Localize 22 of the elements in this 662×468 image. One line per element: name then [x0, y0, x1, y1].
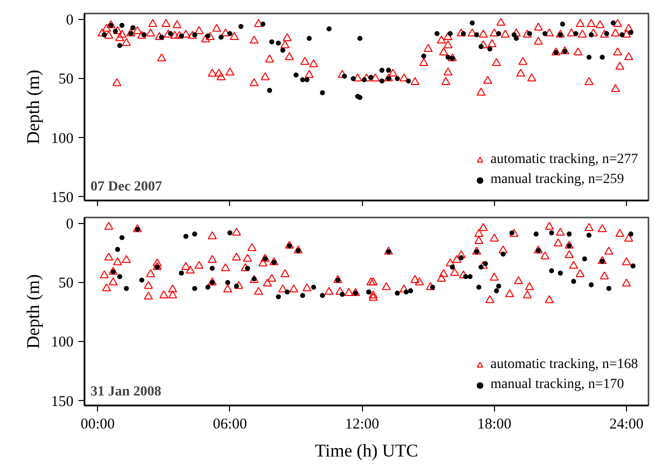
- y-tick-label: 100: [51, 130, 74, 147]
- legend-label: automatic tracking, n=277: [490, 152, 638, 168]
- x-tick-label: 00:00: [80, 416, 115, 432]
- y-tick-label: 50: [58, 72, 74, 88]
- y-tick-label: 100: [51, 334, 74, 351]
- x-axis-title: Time (h) UTC: [314, 440, 418, 460]
- legend-label: manual tracking, n=170: [490, 377, 624, 393]
- annotation: 07 Dec 2007: [90, 180, 162, 194]
- x-tick-label: 18:00: [477, 416, 512, 432]
- y-axis-title: Depth (m): [23, 274, 43, 349]
- y-axis-title: Depth (m): [23, 70, 43, 144]
- legend-label: automatic tracking, n=168: [490, 357, 638, 373]
- legend-label: manual tracking, n=259: [490, 172, 624, 188]
- x-tick-label: 24:00: [609, 416, 644, 432]
- y-tick-label: 0: [66, 216, 74, 232]
- annotation: 31 Jan 2008: [90, 384, 162, 400]
- y-tick-label: 0: [66, 12, 74, 28]
- y-tick-label: 150: [51, 190, 74, 206]
- x-tick-label: 06:00: [212, 416, 247, 432]
- y-tick-label: 50: [58, 276, 74, 292]
- y-tick-label: 150: [51, 394, 74, 410]
- x-tick-label: 12:00: [345, 416, 380, 432]
